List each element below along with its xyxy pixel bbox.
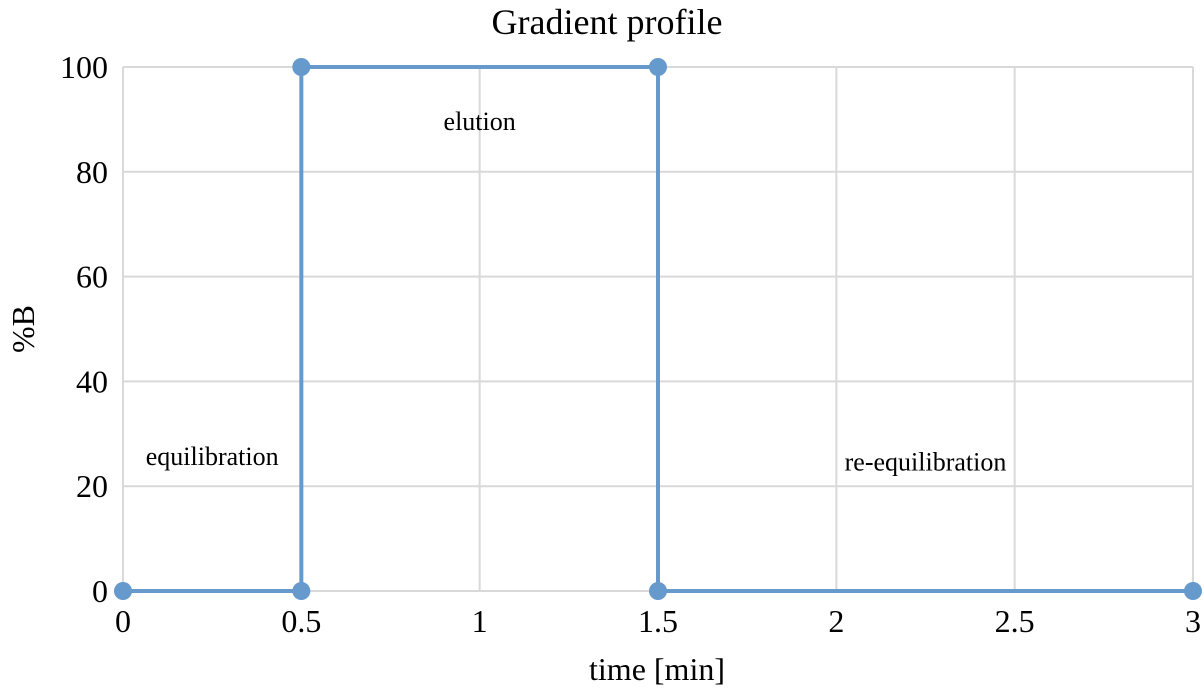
- x-tick-label: 0: [115, 603, 131, 639]
- y-tick-label: 20: [76, 468, 108, 504]
- data-point: [292, 582, 311, 600]
- annotation-label: elution: [444, 107, 516, 136]
- series-layer: [123, 65, 1193, 593]
- x-axis-label: time [min]: [589, 651, 725, 687]
- annotation-label: re-equilibration: [845, 447, 1007, 476]
- x-tick-label: 1.5: [638, 603, 678, 639]
- y-tick-label: 0: [92, 573, 108, 609]
- annotation-label: equilibration: [146, 442, 279, 471]
- y-axis-label: %B: [5, 305, 41, 353]
- data-point: [292, 58, 311, 76]
- x-tick-label: 2: [828, 603, 844, 639]
- x-tick-label: 1: [472, 603, 488, 639]
- x-tick-label: 2.5: [995, 603, 1035, 639]
- y-tick-label: 40: [76, 363, 108, 399]
- tick-label-layer: 0 0.5 1 1.5 2 2.5 3 0 20 40 60 80 100: [60, 49, 1201, 639]
- series-line: [123, 65, 1193, 593]
- data-point: [1184, 582, 1202, 600]
- y-tick-label: 80: [76, 154, 108, 190]
- marker-layer: [114, 58, 1202, 600]
- data-point: [114, 582, 132, 600]
- chart-title: Gradient profile: [492, 2, 723, 42]
- x-tick-label: 0.5: [281, 603, 321, 639]
- y-tick-label: 60: [76, 259, 108, 295]
- data-point: [649, 582, 667, 600]
- data-point: [649, 58, 667, 76]
- y-tick-label: 100: [60, 49, 108, 85]
- x-tick-label: 3: [1185, 603, 1201, 639]
- annotation-layer: equilibration elution re-equilibration: [146, 107, 1007, 477]
